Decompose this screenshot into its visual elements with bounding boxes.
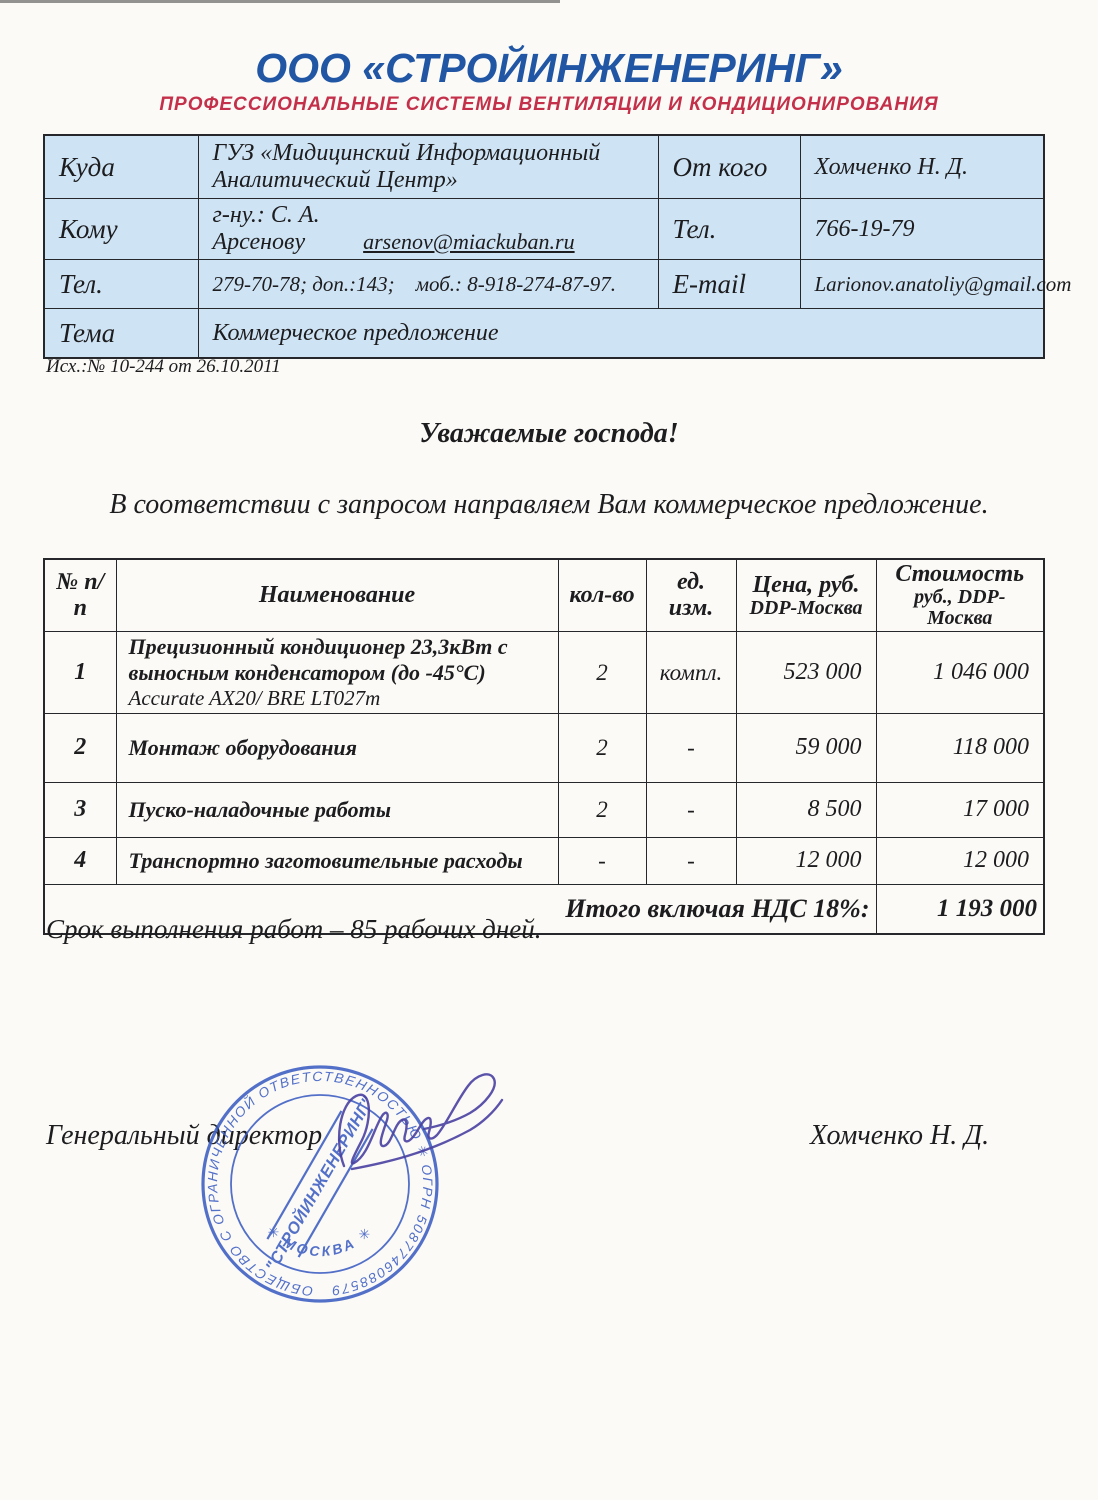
item-name-main: Транспортно заготовительные расходы	[128, 847, 523, 873]
item-price: 523 000	[735, 631, 877, 714]
item-unit: компл.	[645, 631, 737, 714]
item-name-model: Accurate AX20/ BRE LT027m	[128, 686, 381, 711]
signature-stroke	[350, 1098, 504, 1171]
col-header-unit: ед. изм.	[645, 558, 737, 633]
stamp-inner-ring	[230, 1094, 410, 1274]
item-qty: 2	[557, 781, 647, 838]
col-header-price-line2: DDP-Москва	[749, 596, 863, 619]
fax-row-tel: Тел. 279-70-78; доп.:143; моб.: 8-918-27…	[43, 259, 1071, 309]
fax-row-komu: Кому г-ну.: С. А. Арсенову arsenov@miacku…	[43, 198, 1045, 260]
item-unit: -	[645, 836, 737, 885]
fax-header-table: Куда ГУЗ «Мидицинский Информационный Ана…	[43, 134, 1071, 359]
fax-row-kuda: Куда ГУЗ «Мидицинский Информационный Ана…	[43, 134, 1045, 199]
fax-label-tel: Тел.	[43, 259, 199, 309]
item-qty: 2	[557, 631, 647, 714]
item-price: 12 000	[735, 836, 877, 885]
company-stamp: ОБЩЕСТВО С ОГРАНИЧЕННОЙ ОТВЕТСТВЕННОСТЬЮ…	[201, 1065, 439, 1303]
col-header-price-line1: Цена, руб.	[752, 571, 860, 598]
fax-value-tel: 279-70-78; доп.:143; моб.: 8-918-274-87-…	[197, 259, 659, 309]
fax-value-from: Хомченко Н. Д.	[799, 134, 1045, 199]
signature-stroke	[337, 1073, 496, 1168]
fax-value-komu: г-ну.: С. А. Арсенову arsenov@miackuban.r…	[197, 198, 659, 260]
fax-row-tema: Тема Коммерческое предложение	[43, 308, 1045, 359]
table-row-item-2: 2 Монтаж оборудования 2 - 59 000 118 000	[43, 712, 1045, 783]
item-qty: -	[557, 836, 647, 885]
stamp-frame-line-top	[266, 1110, 343, 1240]
item-price: 8 500	[735, 781, 877, 838]
fax-label-email: E-mail	[657, 259, 801, 309]
item-name-main: Прецизионный кондиционер 23,3кВт с вынос…	[128, 634, 508, 686]
item-name-main: Пуско-наладочные работы	[128, 796, 392, 822]
fax-label-tel-right: Тел.	[657, 198, 801, 260]
company-name: ООО «СТРОЙИНЖЕНЕРИНГ»	[255, 45, 843, 91]
fax-value-tema: Коммерческое предложение	[197, 308, 1045, 359]
recipient-email: arsenov@miackuban.ru	[363, 229, 575, 254]
table-row-total: Итого включая НДС 18%: 1 193 000	[44, 883, 1045, 935]
fax-value-tel-right: 766-19-79	[799, 198, 1045, 260]
signer-name: Хомченко Н. Д.	[810, 1120, 990, 1151]
signer-role: Генеральный директор	[46, 1120, 323, 1151]
total-value: 1 193 000	[876, 883, 1045, 935]
col-header-name: Наименование	[115, 558, 559, 633]
stamp-outer-ring	[201, 1065, 439, 1303]
item-price: 59 000	[735, 712, 877, 783]
item-cost: 17 000	[875, 781, 1045, 838]
item-name: Прецизионный кондиционер 23,3кВт с вынос…	[115, 631, 559, 714]
item-cost: 118 000	[875, 712, 1045, 783]
table-row-item-3: 3 Пуско-наладочные работы 2 - 8 500 17 0…	[43, 781, 1045, 838]
company-tagline: ПРОФЕССИОНАЛЬНЫЕ СИСТЕМЫ ВЕНТИЛЯЦИИ И КО…	[159, 94, 939, 115]
signature	[337, 1073, 504, 1171]
item-unit: -	[645, 781, 737, 838]
fax-label-kuda: Куда	[43, 134, 199, 199]
item-num: 3	[43, 781, 117, 838]
item-num: 1	[43, 631, 117, 714]
item-num: 2	[43, 712, 117, 783]
stamp-frame-line-bottom	[297, 1128, 374, 1258]
recipient-name: г-ну.: С. А. Арсенову	[212, 202, 320, 255]
offer-table: № п/п Наименование кол-во ед. изм. Цена,…	[43, 558, 1045, 935]
item-name-main: Монтаж оборудования	[128, 734, 358, 760]
intro-line: В соответствии с запросом направляем Вам…	[109, 489, 989, 520]
offer-header-row: № п/п Наименование кол-во ед. изм. Цена,…	[43, 558, 1045, 633]
table-row-item-4: 4 Транспортно заготовительные расходы - …	[43, 836, 1045, 885]
fax-label-from: От кого	[657, 134, 801, 199]
item-cost: 12 000	[875, 836, 1045, 885]
item-name: Пуско-наладочные работы	[115, 781, 559, 838]
total-label: Итого включая НДС 18%:	[44, 883, 877, 935]
item-unit: -	[645, 712, 737, 783]
item-num: 4	[43, 836, 117, 885]
fax-value-kuda: ГУЗ «Мидицинский Информационный Аналитич…	[197, 134, 659, 199]
item-name: Транспортно заготовительные расходы	[115, 836, 559, 885]
col-header-cost: Стоимость руб., DDP-Москва	[875, 558, 1045, 633]
fax-value-email: Larionov.anatoliy@gmail.com	[799, 259, 1071, 309]
col-header-cost-line2: руб., DDP-Москва	[914, 586, 1006, 630]
table-row-item-1: 1 Прецизионный кондиционер 23,3кВт с вын…	[43, 631, 1045, 714]
col-header-price: Цена, руб. DDP-Москва	[735, 558, 877, 633]
item-cost: 1 046 000	[875, 631, 1045, 714]
col-header-qty: кол-во	[557, 558, 647, 633]
fax-label-tema: Тема	[43, 308, 199, 359]
fax-label-komu: Кому	[43, 198, 199, 260]
scan-artifact	[0, 0, 560, 3]
item-name: Монтаж оборудования	[115, 712, 559, 783]
col-header-num: № п/п	[43, 558, 117, 633]
col-header-cost-line1: Стоимость	[895, 561, 1025, 587]
item-qty: 2	[557, 712, 647, 783]
terms-line: Срок выполнения работ – 85 рабочих дней.	[46, 914, 542, 944]
greeting-line: Уважаемые господа!	[419, 418, 679, 449]
reference-number-line: Исх.:№ 10-244 от 26.10.2011	[46, 356, 281, 377]
